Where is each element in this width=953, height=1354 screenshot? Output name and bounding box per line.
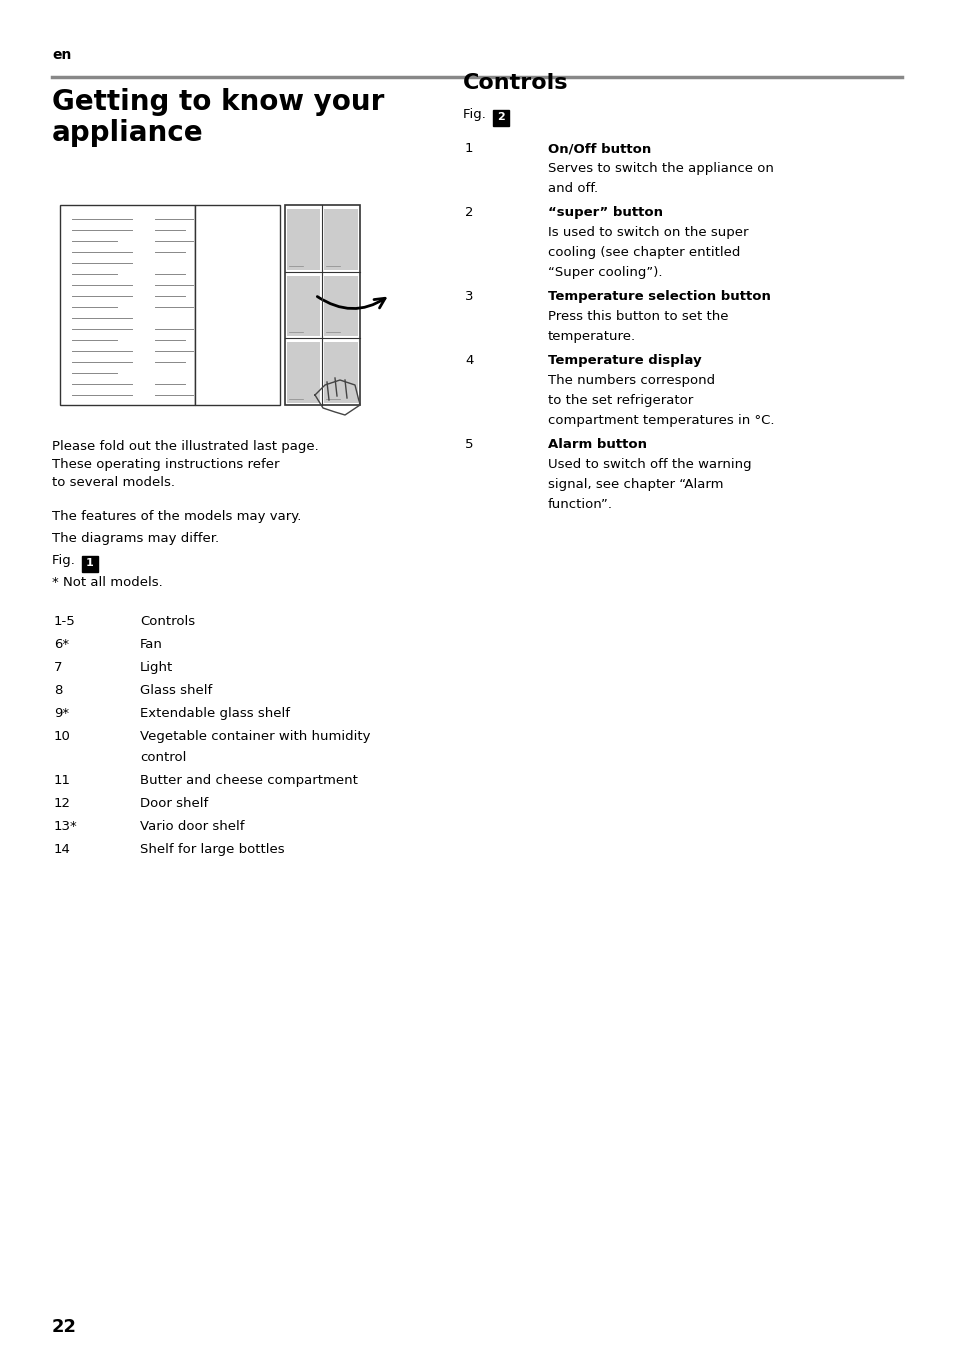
Text: Shelf for large bottles: Shelf for large bottles [140, 844, 284, 856]
Text: cooling (see chapter entitled: cooling (see chapter entitled [547, 246, 740, 259]
FancyBboxPatch shape [324, 276, 357, 336]
Text: 2: 2 [464, 206, 473, 219]
Text: 14: 14 [54, 844, 71, 856]
Text: Fig.: Fig. [462, 108, 490, 121]
Text: Extendable glass shelf: Extendable glass shelf [140, 707, 290, 720]
FancyBboxPatch shape [287, 209, 320, 269]
Text: Door shelf: Door shelf [140, 798, 208, 810]
Text: signal, see chapter “Alarm: signal, see chapter “Alarm [547, 478, 722, 492]
Text: 6*: 6* [54, 638, 69, 651]
Text: The features of the models may vary.: The features of the models may vary. [52, 510, 301, 523]
Text: 1: 1 [86, 558, 93, 567]
Text: Temperature display: Temperature display [547, 353, 700, 367]
FancyBboxPatch shape [194, 204, 280, 405]
Text: to the set refrigerator: to the set refrigerator [547, 394, 693, 408]
FancyBboxPatch shape [324, 343, 357, 403]
Text: The diagrams may differ.: The diagrams may differ. [52, 532, 219, 546]
Text: 11: 11 [54, 774, 71, 787]
Text: * Not all models.: * Not all models. [52, 575, 163, 589]
Text: Vegetable container with humidity: Vegetable container with humidity [140, 730, 370, 743]
Text: control: control [140, 751, 186, 764]
FancyBboxPatch shape [285, 204, 359, 405]
Text: 13*: 13* [54, 821, 77, 833]
FancyBboxPatch shape [287, 343, 320, 403]
Text: 10: 10 [54, 730, 71, 743]
Text: temperature.: temperature. [547, 330, 636, 343]
Text: On/Off button: On/Off button [547, 142, 651, 154]
Text: 8: 8 [54, 684, 62, 697]
Text: Used to switch off the warning: Used to switch off the warning [547, 458, 751, 471]
Text: en: en [52, 47, 71, 62]
Text: Fan: Fan [140, 638, 163, 651]
Text: Is used to switch on the super: Is used to switch on the super [547, 226, 748, 240]
Text: compartment temperatures in °C.: compartment temperatures in °C. [547, 414, 774, 427]
Text: Butter and cheese compartment: Butter and cheese compartment [140, 774, 357, 787]
Text: Vario door shelf: Vario door shelf [140, 821, 244, 833]
Text: function”.: function”. [547, 498, 613, 510]
Text: 3: 3 [464, 290, 473, 303]
Text: 2: 2 [497, 112, 504, 122]
Text: 4: 4 [464, 353, 473, 367]
Text: 12: 12 [54, 798, 71, 810]
Text: Glass shelf: Glass shelf [140, 684, 212, 697]
Text: The numbers correspond: The numbers correspond [547, 374, 715, 387]
Text: “Super cooling”).: “Super cooling”). [547, 265, 661, 279]
Text: Fig.: Fig. [52, 554, 79, 567]
Text: Temperature selection button: Temperature selection button [547, 290, 770, 303]
Text: 1-5: 1-5 [54, 615, 75, 628]
FancyBboxPatch shape [324, 209, 357, 269]
FancyBboxPatch shape [493, 110, 509, 126]
FancyBboxPatch shape [287, 276, 320, 336]
Text: Getting to know your
appliance: Getting to know your appliance [52, 88, 384, 148]
Text: Light: Light [140, 661, 173, 674]
Text: Please fold out the illustrated last page.
These operating instructions refer
to: Please fold out the illustrated last pag… [52, 440, 318, 489]
FancyBboxPatch shape [82, 556, 98, 571]
Text: Controls: Controls [462, 73, 568, 93]
Text: 5: 5 [464, 437, 473, 451]
Text: Press this button to set the: Press this button to set the [547, 310, 728, 324]
Text: “super” button: “super” button [547, 206, 662, 219]
Text: and off.: and off. [547, 181, 598, 195]
FancyBboxPatch shape [60, 204, 194, 405]
Text: Serves to switch the appliance on: Serves to switch the appliance on [547, 162, 773, 175]
Text: 7: 7 [54, 661, 63, 674]
Text: 22: 22 [52, 1317, 77, 1336]
Text: Alarm button: Alarm button [547, 437, 646, 451]
Text: Controls: Controls [140, 615, 195, 628]
Text: 1: 1 [464, 142, 473, 154]
Text: 9*: 9* [54, 707, 69, 720]
FancyArrowPatch shape [317, 297, 385, 309]
